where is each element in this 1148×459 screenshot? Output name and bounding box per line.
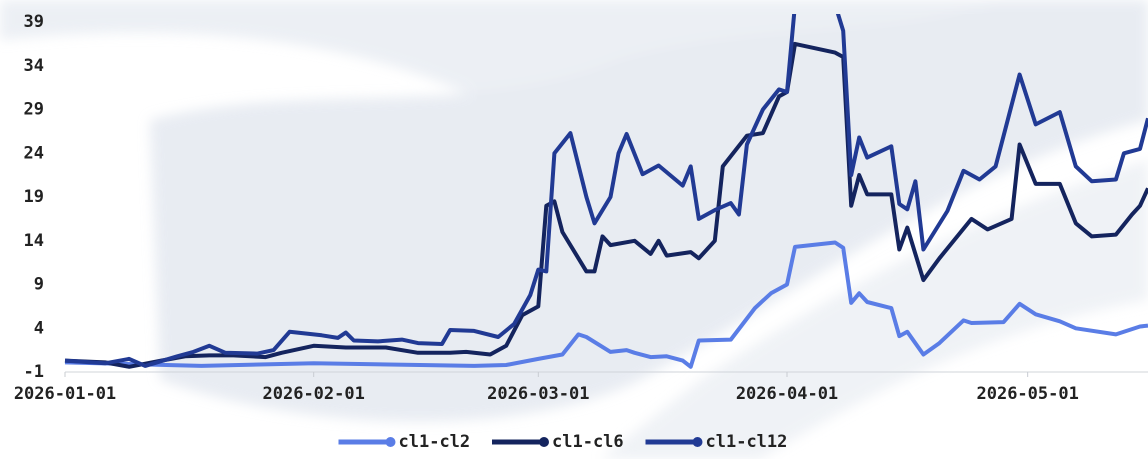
y-tick-label: 29 (24, 100, 44, 120)
legend-marker (385, 437, 396, 447)
series-line (64, 41, 1148, 369)
x-tick-label: 2026-02-01 (263, 384, 365, 404)
x-tick-label: 2026-01-01 (14, 384, 116, 404)
y-tick-label: -1 (24, 362, 44, 382)
y-tick-label: 4 (34, 318, 44, 338)
legend-label: cl1-cl2 (399, 432, 471, 452)
y-tick-label: 14 (24, 231, 44, 251)
x-tick-label: 2026-05-01 (976, 384, 1078, 404)
legend-marker (692, 437, 703, 447)
x-tick-label: 2026-04-01 (736, 384, 838, 404)
series-line (64, 240, 1148, 369)
legend-marker (539, 437, 549, 447)
y-tick-label: 24 (24, 143, 44, 163)
x-tick-label: 2026-03-01 (487, 384, 589, 404)
y-tick-label: 34 (24, 56, 44, 76)
legend-label: cl1-cl6 (552, 432, 624, 452)
plot-area (64, 14, 1148, 369)
y-tick-label: 19 (24, 187, 44, 207)
legend-label: cl1-cl12 (706, 432, 788, 452)
y-tick-label: 9 (34, 275, 44, 295)
series-line (64, 14, 1148, 368)
y-tick-label: 39 (24, 12, 44, 32)
